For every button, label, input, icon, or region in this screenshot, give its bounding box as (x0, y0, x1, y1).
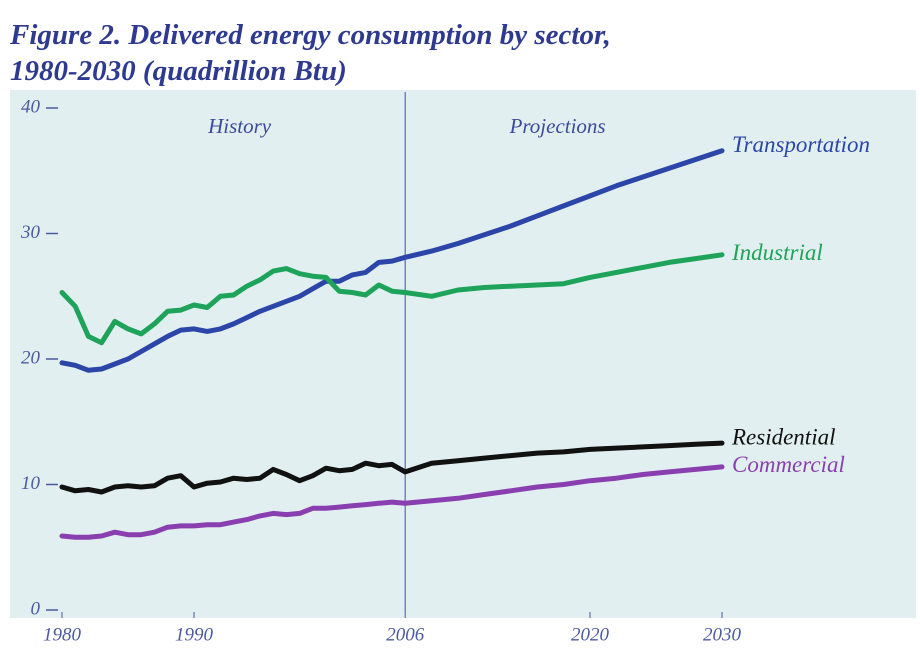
y-tick-label: 0 (31, 598, 41, 619)
x-tick-label: 1990 (175, 624, 214, 645)
x-tick-label: 2006 (386, 624, 425, 645)
series-line (59, 464, 725, 540)
plot-background (10, 90, 916, 618)
y-tick-label: 40 (21, 96, 41, 117)
series-label: Commercial (732, 452, 845, 477)
x-tick-label: 1980 (43, 624, 82, 645)
y-tick-label: 20 (21, 347, 41, 368)
series-line (59, 440, 725, 495)
y-tick-label: 30 (20, 222, 41, 243)
series-line (59, 252, 725, 346)
x-tick-label: 2020 (571, 624, 610, 645)
annotation: History (207, 114, 272, 138)
series-label: Transportation (732, 132, 870, 157)
x-tick-label: 2030 (703, 624, 742, 645)
chart-title: Figure 2. Delivered energy consumption b… (9, 19, 611, 51)
chart-title: 1980-2030 (quadrillion Btu) (10, 55, 347, 87)
series-label: Residential (731, 424, 835, 449)
y-tick-label: 10 (21, 473, 41, 494)
annotation: Projections (509, 114, 606, 138)
series-label: Industrial (731, 240, 823, 265)
series-line (59, 148, 725, 373)
